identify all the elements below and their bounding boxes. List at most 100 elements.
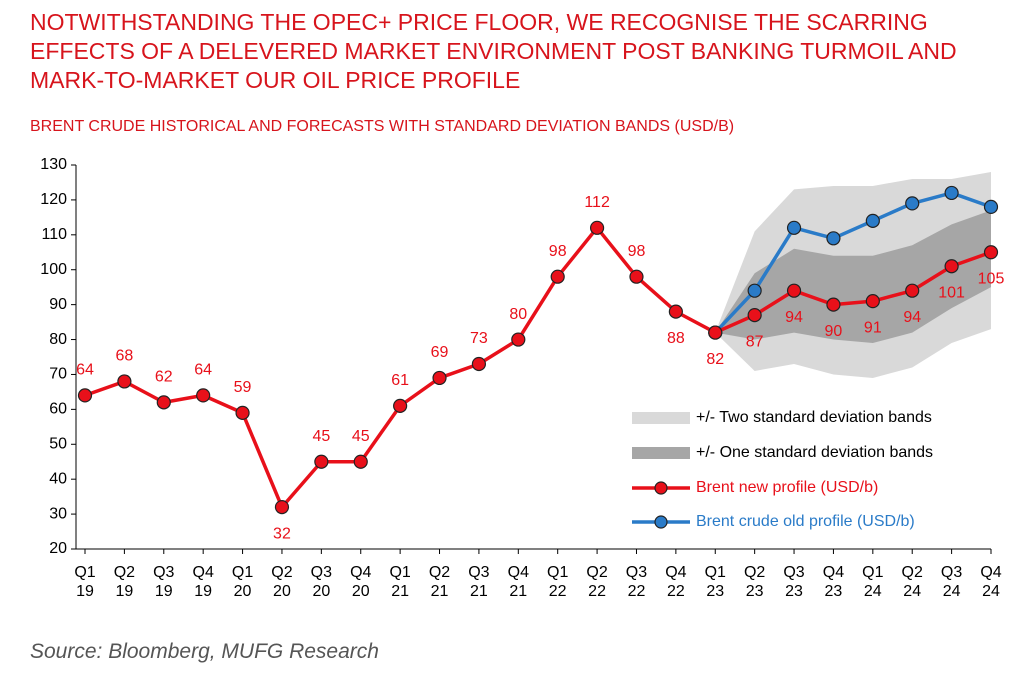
data-label: 68 — [115, 348, 133, 365]
data-label: 94 — [785, 309, 803, 326]
data-label: 112 — [584, 194, 610, 211]
series-marker — [786, 220, 802, 235]
y-tick-label: 30 — [49, 505, 67, 522]
y-tick-label: 130 — [40, 156, 67, 173]
y-tick-label: 70 — [49, 366, 67, 383]
data-label: 82 — [706, 351, 724, 368]
x-tick-label: Q2 22 — [586, 564, 608, 600]
x-tick-label: Q1 19 — [74, 564, 96, 600]
x-tick-label: Q1 24 — [862, 564, 884, 600]
series-marker — [235, 405, 250, 420]
series-marker — [393, 398, 408, 413]
x-tick-label: Q1 22 — [547, 564, 569, 600]
legend-marker — [654, 515, 668, 529]
data-label: 61 — [391, 372, 409, 389]
series-marker — [944, 185, 959, 201]
series-marker — [905, 283, 920, 298]
data-label: 64 — [194, 362, 212, 379]
series-marker — [944, 259, 959, 274]
series-marker — [629, 269, 644, 284]
x-tick-label: Q4 20 — [350, 564, 372, 600]
y-tick-label: 20 — [49, 540, 67, 557]
series-marker — [156, 395, 171, 410]
series-marker — [314, 454, 329, 469]
legend-label: Brent new profile (USD/b) — [696, 479, 878, 496]
series-marker — [826, 231, 841, 246]
series-marker — [708, 325, 723, 340]
y-tick-label: 80 — [49, 331, 67, 348]
series-marker — [865, 294, 880, 309]
x-tick-label: Q2 19 — [113, 564, 136, 600]
data-label: 45 — [312, 428, 330, 445]
series-marker — [77, 388, 93, 403]
data-label: 87 — [746, 333, 764, 350]
y-tick-label: 40 — [49, 470, 67, 487]
series-marker — [668, 304, 683, 319]
series-marker — [983, 199, 999, 214]
y-tick-label: 60 — [49, 401, 67, 418]
series-marker — [511, 332, 526, 347]
data-label: 90 — [825, 323, 843, 340]
legend-label: +/- Two standard deviation bands — [696, 409, 932, 426]
y-tick-label: 90 — [49, 296, 67, 313]
x-tick-label: Q4 21 — [507, 564, 529, 600]
legend-label: +/- One standard deviation bands — [696, 444, 933, 461]
legend-marker — [654, 481, 668, 495]
data-label: 45 — [352, 428, 370, 445]
x-tick-label: Q3 22 — [625, 564, 648, 600]
y-tick-label: 100 — [40, 261, 67, 278]
series-marker — [589, 220, 605, 235]
x-tick-label: Q1 21 — [389, 564, 411, 600]
legend-swatch — [632, 447, 690, 459]
series-marker — [353, 454, 368, 469]
data-label: 101 — [938, 284, 965, 301]
series-marker — [274, 500, 290, 515]
series-marker — [983, 245, 999, 260]
title: NOTWITHSTANDING THE OPEC+ PRICE FLOOR, W… — [30, 9, 957, 93]
data-label: 88 — [667, 330, 685, 347]
series-marker — [747, 283, 762, 298]
data-label: 69 — [431, 344, 449, 361]
data-label: 105 — [978, 270, 1005, 287]
x-tick-label: Q2 24 — [901, 564, 923, 600]
data-label: 98 — [549, 243, 567, 260]
y-tick-label: 110 — [41, 226, 67, 243]
series-marker — [865, 213, 880, 228]
x-tick-label: Q3 21 — [468, 564, 490, 600]
series-marker — [432, 370, 447, 386]
data-label: 80 — [509, 306, 527, 323]
data-label: 91 — [864, 319, 882, 336]
source: Source: Bloomberg, MUFG Research — [30, 640, 379, 663]
y-tick-label: 120 — [40, 191, 67, 208]
x-tick-label: Q2 20 — [271, 564, 293, 600]
series-marker — [117, 374, 132, 389]
x-tick-label: Q3 23 — [783, 564, 805, 600]
x-tick-label: Q1 23 — [704, 564, 726, 600]
x-tick-label: Q3 24 — [940, 564, 963, 600]
legend-swatch — [632, 412, 690, 424]
x-tick-label: Q4 24 — [980, 564, 1002, 600]
x-tick-label: Q2 21 — [428, 564, 451, 600]
series-marker — [747, 308, 762, 323]
data-label: 64 — [76, 362, 94, 379]
subtitle: BRENT CRUDE HISTORICAL AND FORECASTS WIT… — [30, 118, 735, 135]
series-marker — [905, 196, 920, 211]
x-tick-label: Q3 20 — [310, 564, 333, 600]
data-label: 59 — [234, 379, 252, 396]
x-tick-label: Q3 19 — [153, 564, 175, 600]
x-tick-label: Q4 23 — [822, 564, 845, 600]
legend-label: Brent crude old profile (USD/b) — [696, 513, 915, 530]
data-label: 94 — [903, 309, 921, 326]
y-tick-label: 50 — [49, 435, 67, 452]
data-label: 62 — [155, 369, 173, 386]
x-tick-label: Q4 22 — [665, 564, 687, 600]
x-tick-label: Q1 20 — [231, 564, 254, 600]
series-marker — [471, 356, 487, 372]
data-label: 73 — [470, 330, 488, 347]
std-band — [715, 210, 991, 344]
series-marker — [826, 297, 841, 312]
series-marker — [786, 283, 802, 298]
series-marker — [550, 269, 565, 284]
